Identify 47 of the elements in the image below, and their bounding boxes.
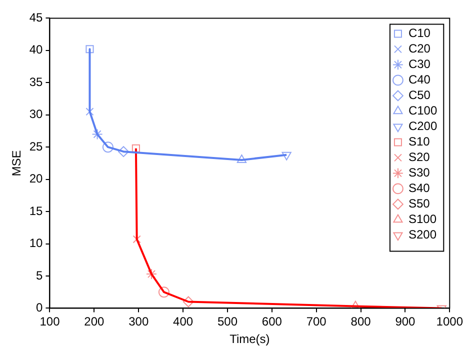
legend-label: S40 (408, 181, 430, 196)
y-tick-label: 10 (29, 236, 44, 250)
legend-label: C50 (408, 88, 431, 102)
y-tick-label: 15 (29, 204, 44, 218)
legend-label: S200 (408, 228, 437, 242)
point (86, 45, 94, 54)
y-tick-label: 20 (29, 172, 44, 186)
legend-label: C200 (408, 119, 438, 134)
y-tick-label: 45 (29, 10, 44, 25)
x-tick-label: 300 (128, 314, 149, 329)
legend-label: C10 (408, 26, 431, 40)
point (118, 146, 130, 158)
x-tick-label: 900 (395, 314, 416, 329)
y-tick-label: 30 (29, 107, 44, 122)
legend-label: S10 (408, 134, 430, 149)
legend-label: C20 (408, 42, 431, 56)
y-tick-label: 35 (29, 74, 44, 89)
point (282, 152, 292, 160)
y-tick-label: 5 (36, 268, 44, 282)
legend-label: S30 (408, 166, 430, 180)
x-tick-label: 1000 (436, 314, 464, 329)
point (102, 142, 114, 153)
x-tick-label: 600 (262, 314, 282, 329)
point (86, 108, 94, 116)
point (146, 268, 157, 280)
x-tick-label: 700 (306, 314, 327, 329)
point (182, 296, 194, 308)
legend-label: C40 (408, 72, 431, 87)
y-axis-title: MSE (10, 150, 24, 176)
x-axis-title: Time(s) (230, 332, 270, 346)
y-tick-label: 40 (29, 42, 44, 57)
legend-label: S50 (408, 196, 430, 211)
x-tick-label: 800 (350, 314, 372, 329)
legend-label: S20 (408, 150, 430, 164)
y-tick-label: 25 (29, 139, 44, 154)
point (158, 286, 170, 298)
point (132, 144, 140, 152)
x-tick-label: 500 (217, 314, 238, 329)
x-tick-label: 400 (173, 314, 194, 329)
point (92, 128, 103, 140)
y-tick-label: 0 (36, 300, 44, 315)
point (132, 235, 141, 244)
legend-label: S100 (408, 212, 437, 226)
legend-label: C100 (408, 104, 438, 118)
x-tick-label: 200 (84, 314, 105, 329)
x-tick-label: 100 (40, 314, 60, 329)
legend-label: C30 (408, 57, 431, 72)
